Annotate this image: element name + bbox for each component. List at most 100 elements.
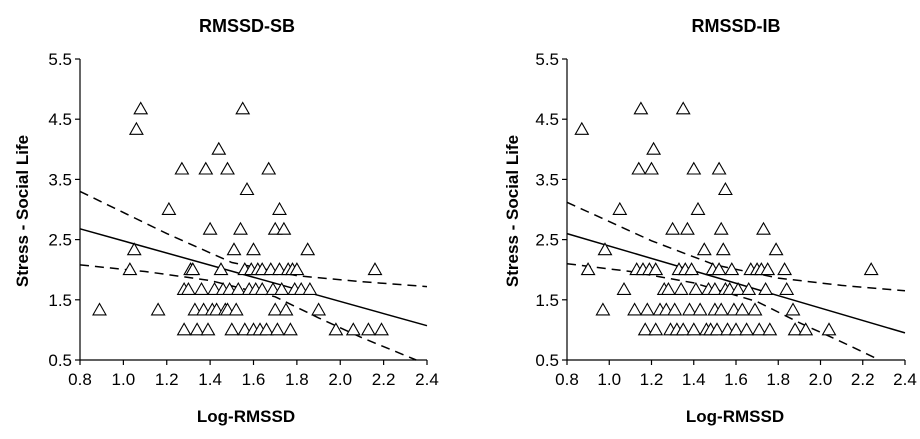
data-point <box>176 322 192 336</box>
data-point <box>756 221 771 235</box>
data-point <box>690 201 706 215</box>
data-point <box>675 101 691 115</box>
data-point <box>233 221 248 235</box>
data-point <box>274 281 290 295</box>
data-point <box>367 262 383 276</box>
x-tick-label: 0.8 <box>68 370 92 389</box>
data-point <box>300 242 316 256</box>
data-point <box>574 121 590 135</box>
x-tick-label: 1.0 <box>597 370 621 389</box>
data-point <box>637 322 653 336</box>
data-point <box>276 221 292 235</box>
data-point <box>580 262 596 276</box>
data-point <box>692 302 708 316</box>
data-point <box>688 281 704 295</box>
x-tick-label: 2.4 <box>893 370 917 389</box>
data-point <box>728 322 744 336</box>
data-point <box>246 242 261 256</box>
chart-panel-rmssd-sb: RMSSD-SB Log-RMSSD Stress - Social Life … <box>13 16 439 426</box>
data-point <box>863 262 879 276</box>
data-point <box>302 281 318 295</box>
y-tick-label: 3.5 <box>535 170 559 189</box>
data-point <box>646 141 662 155</box>
data-point <box>648 322 664 336</box>
data-point <box>595 302 611 316</box>
data-point <box>711 262 727 276</box>
chart-panel-rmssd-ib: RMSSD-IB Log-RMSSD Stress - Social Life … <box>503 16 917 426</box>
data-point <box>360 322 376 336</box>
data-point <box>751 322 767 336</box>
data-point <box>282 322 298 336</box>
data-point <box>696 242 712 256</box>
y-tick-label: 2.5 <box>48 231 72 250</box>
data-point <box>202 221 218 235</box>
data-point <box>328 322 344 336</box>
data-point <box>777 262 793 276</box>
data-point <box>665 221 681 235</box>
data-point <box>713 302 729 316</box>
x-tick-label: 1.2 <box>155 370 179 389</box>
data-point <box>768 242 784 256</box>
y-tick-label: 2.5 <box>535 231 559 250</box>
x-tick-label: 1.8 <box>766 370 790 389</box>
y-tick-label: 5.5 <box>535 50 559 69</box>
data-point <box>150 302 166 316</box>
data-point <box>787 322 803 336</box>
data-point <box>345 322 361 336</box>
data-point <box>278 302 294 316</box>
ci-upper-line <box>566 201 906 292</box>
data-point <box>760 262 776 276</box>
data-point <box>785 302 801 316</box>
data-point <box>739 322 755 336</box>
x-tick-label: 2.2 <box>851 370 875 389</box>
y-tick-label: 1.5 <box>535 291 559 310</box>
data-point <box>667 302 683 316</box>
data-point <box>684 262 700 276</box>
data-point <box>213 262 229 276</box>
data-point <box>758 281 774 295</box>
chart-title: RMSSD-IB <box>692 16 781 36</box>
data-point <box>194 281 209 295</box>
x-tick-label: 1.6 <box>242 370 266 389</box>
data-point <box>821 322 837 336</box>
data-point <box>267 302 283 316</box>
x-tick-label: 1.6 <box>724 370 748 389</box>
y-tick-label: 1.5 <box>48 291 72 310</box>
data-point <box>224 322 240 336</box>
data-point <box>189 322 205 336</box>
data-point <box>198 161 214 175</box>
x-tick-label: 1.4 <box>198 370 222 389</box>
x-tick-label: 1.8 <box>285 370 309 389</box>
data-point <box>269 322 285 336</box>
data-point <box>230 281 246 295</box>
data-point <box>648 262 664 276</box>
data-point <box>747 302 763 316</box>
data-point <box>734 302 750 316</box>
data-point <box>254 281 270 295</box>
y-tick-label: 4.5 <box>48 110 72 129</box>
data-point <box>639 302 655 316</box>
ci-lower-line <box>79 264 417 361</box>
plot-area: 0.5 1.5 2.5 3.5 4.5 5.5 0.8 1.0 1.2 1.4 1.6 1.8 2.0 2… <box>48 50 438 389</box>
data-point <box>779 281 795 295</box>
regression-line <box>566 232 906 334</box>
x-axis-label: Log-RMSSD <box>197 407 295 426</box>
y-tick-label: 3.5 <box>48 170 72 189</box>
x-tick-label: 1.0 <box>112 370 136 389</box>
data-point <box>717 181 733 196</box>
data-point <box>122 262 138 276</box>
data-point <box>185 262 201 276</box>
x-tick-label: 2.0 <box>328 370 352 389</box>
data-point <box>675 322 691 336</box>
data-point <box>798 322 814 336</box>
regression-line <box>79 228 428 327</box>
data-point <box>707 281 723 295</box>
data-point <box>724 262 740 276</box>
data-point <box>133 101 149 115</box>
data-point <box>682 302 697 316</box>
data-point <box>597 242 613 256</box>
data-point <box>128 121 144 135</box>
data-point <box>180 281 196 295</box>
y-tick-label: 5.5 <box>48 50 72 69</box>
x-tick-label: 2.0 <box>809 370 833 389</box>
